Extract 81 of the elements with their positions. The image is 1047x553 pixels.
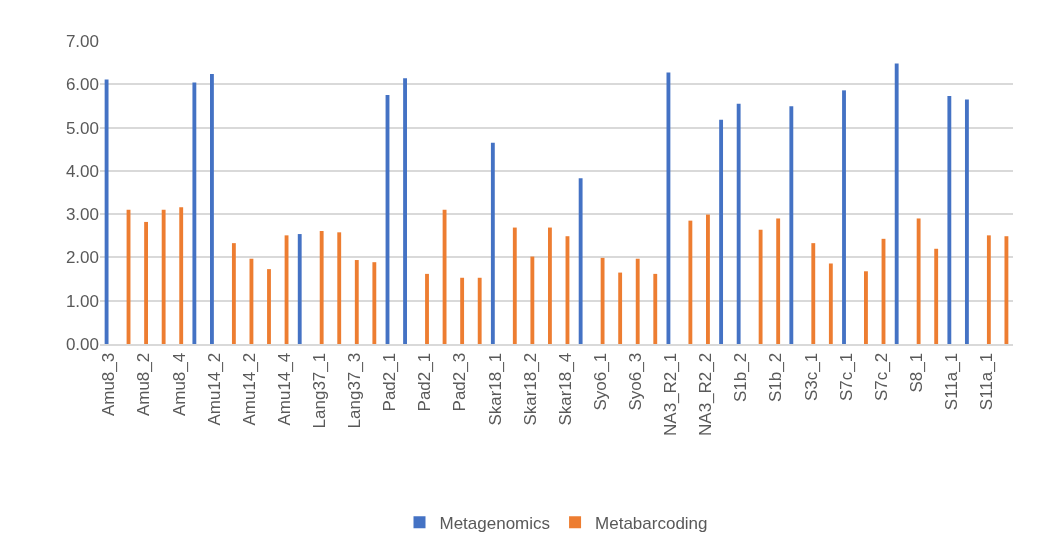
x-tick-label: S1b_2: [731, 352, 751, 402]
bar: [864, 271, 868, 344]
legend-label: Metagenomics: [439, 513, 551, 533]
bar: [477, 277, 482, 344]
bar: [789, 106, 794, 344]
bar: [706, 214, 710, 344]
bar: [267, 269, 271, 344]
bar: [144, 221, 149, 344]
bar: [403, 78, 407, 344]
bar: [776, 218, 781, 344]
bar: [210, 73, 214, 344]
x-tick-label: Amu8_2: [134, 352, 154, 417]
x-tick-label: S11a_1: [977, 352, 997, 411]
bar: [600, 257, 605, 344]
x-tick-label: Amu8_4: [169, 352, 189, 417]
y-tick-label: 3.00: [65, 205, 99, 225]
bar: [934, 248, 939, 344]
bar: [653, 273, 658, 344]
bar: [547, 227, 552, 344]
bar: [618, 272, 623, 344]
bar: [842, 90, 846, 344]
bar: [719, 119, 724, 344]
x-tick-label: NA3_R2_2: [696, 352, 716, 436]
bar: [372, 262, 377, 344]
bar: [986, 235, 991, 344]
bar: [425, 273, 429, 344]
bar: [736, 103, 741, 344]
x-tick-label: Amu14_4: [274, 352, 294, 426]
x-tick-label: S11a_1: [942, 352, 962, 411]
bar: [490, 142, 495, 344]
x-tick-label: S1b_2: [766, 352, 786, 402]
bar: [337, 232, 342, 344]
bar: [460, 277, 465, 344]
x-tick-label: Pad2_3: [450, 352, 470, 412]
bar: [319, 231, 324, 344]
bar: [297, 234, 302, 344]
bar: [442, 209, 447, 344]
bar: [578, 178, 583, 344]
bar: [1004, 236, 1009, 344]
bar: [512, 227, 517, 344]
bar: [354, 260, 359, 344]
bar: [104, 79, 109, 344]
x-tick-label: S7c_1: [836, 352, 856, 401]
y-tick-label: 0.00: [65, 334, 99, 354]
x-tick-label: S8_1: [906, 352, 926, 393]
x-tick-label: Amu8_3: [99, 352, 119, 417]
x-tick-label: Pad2_1: [415, 352, 435, 412]
x-tick-label: Skar18_1: [485, 352, 505, 426]
bar: [894, 63, 899, 344]
x-tick-label: Lang37_1: [309, 352, 329, 429]
y-tick-label: 6.00: [65, 75, 99, 95]
y-tick-label: 4.00: [65, 161, 99, 181]
bar: [828, 263, 833, 344]
x-tick-label: Amu14_2: [204, 352, 224, 426]
bar: [947, 95, 952, 344]
x-tick-label: Syo6_3: [626, 352, 646, 411]
bar: [192, 82, 197, 344]
y-tick-label: 2.00: [65, 248, 99, 268]
x-tick-label: Amu14_2: [239, 352, 259, 426]
bar: [758, 229, 763, 344]
bar: [964, 99, 969, 344]
bar: [635, 258, 640, 344]
x-tick-label: Skar18_4: [555, 352, 575, 426]
x-tick-label: Lang37_3: [345, 352, 365, 429]
bar: [916, 218, 921, 344]
bar: [688, 220, 693, 344]
y-tick-label: 7.00: [65, 31, 99, 51]
x-tick-label: NA3_R2_1: [661, 352, 681, 436]
legend-label: Metabarcoding: [595, 513, 708, 533]
bar: [811, 243, 816, 344]
x-tick-label: Skar18_2: [520, 352, 540, 426]
x-tick-label: S3c_1: [801, 352, 821, 401]
bar: [530, 256, 535, 344]
x-tick-label: Pad2_1: [380, 352, 400, 412]
bar: [179, 207, 184, 344]
x-tick-label: S7c_2: [871, 352, 891, 401]
bar: [161, 209, 166, 344]
bar: [231, 243, 236, 344]
y-tick-label: 1.00: [65, 291, 99, 311]
x-tick-label: Syo6_1: [590, 352, 610, 411]
y-tick-label: 5.00: [65, 118, 99, 138]
